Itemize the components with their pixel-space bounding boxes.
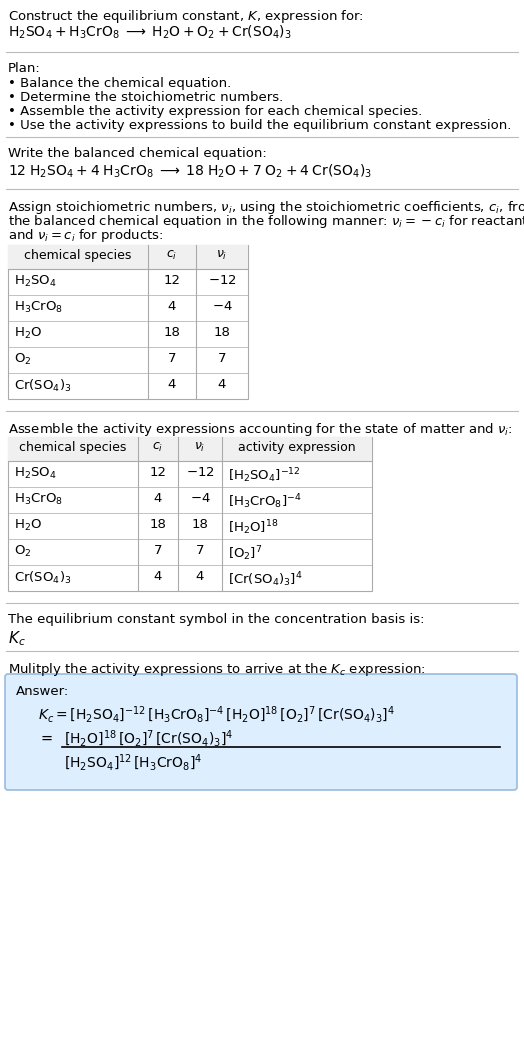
Text: $\nu_i$: $\nu_i$	[216, 249, 228, 262]
Text: The equilibrium constant symbol in the concentration basis is:: The equilibrium constant symbol in the c…	[8, 613, 424, 626]
Text: Mulitply the activity expressions to arrive at the $K_c$ expression:: Mulitply the activity expressions to arr…	[8, 661, 426, 678]
Text: $\mathrm{Cr(SO_4)_3}$: $\mathrm{Cr(SO_4)_3}$	[14, 571, 71, 586]
Text: Plan:: Plan:	[8, 62, 41, 75]
Text: • Balance the chemical equation.: • Balance the chemical equation.	[8, 77, 231, 90]
Text: $K_c = [\mathrm{H_2SO_4}]^{-12}\,[\mathrm{H_3CrO_8}]^{-4}\,[\mathrm{H_2O}]^{18}\: $K_c = [\mathrm{H_2SO_4}]^{-12}\,[\mathr…	[38, 705, 395, 725]
Text: $K_c$: $K_c$	[8, 629, 26, 648]
Text: $-12$: $-12$	[208, 274, 236, 287]
Text: Assemble the activity expressions accounting for the state of matter and $\nu_i$: Assemble the activity expressions accoun…	[8, 421, 512, 438]
Text: $\mathrm{H_2SO_4}$: $\mathrm{H_2SO_4}$	[14, 274, 57, 289]
Text: activity expression: activity expression	[238, 441, 356, 454]
Text: $-4$: $-4$	[190, 492, 210, 505]
Text: Construct the equilibrium constant, $K$, expression for:: Construct the equilibrium constant, $K$,…	[8, 8, 364, 25]
Text: $[\mathrm{H_2SO_4}]^{12}\,[\mathrm{H_3CrO_8}]^{4}$: $[\mathrm{H_2SO_4}]^{12}\,[\mathrm{H_3Cr…	[64, 753, 202, 774]
Text: • Use the activity expressions to build the equilibrium constant expression.: • Use the activity expressions to build …	[8, 119, 511, 132]
Text: 7: 7	[154, 544, 162, 557]
Text: $\mathrm{H_2SO_4}$: $\mathrm{H_2SO_4}$	[14, 466, 57, 481]
Text: and $\nu_i = c_i$ for products:: and $\nu_i = c_i$ for products:	[8, 227, 163, 244]
Text: 7: 7	[218, 351, 226, 365]
Text: $-12$: $-12$	[185, 466, 214, 479]
Bar	[8, 245, 248, 269]
Text: Write the balanced chemical equation:: Write the balanced chemical equation:	[8, 147, 267, 160]
Bar	[8, 437, 372, 461]
Text: 4: 4	[154, 492, 162, 505]
Text: $[\mathrm{Cr(SO_4)_3}]^{4}$: $[\mathrm{Cr(SO_4)_3}]^{4}$	[228, 571, 302, 588]
Text: 18: 18	[192, 518, 209, 531]
Text: 18: 18	[163, 326, 180, 339]
Text: 7: 7	[196, 544, 204, 557]
Text: $c_i$: $c_i$	[166, 249, 178, 262]
Text: $\mathrm{H_2SO_4 + H_3CrO_8 \;\longrightarrow\; H_2O + O_2 + Cr(SO_4)_3}$: $\mathrm{H_2SO_4 + H_3CrO_8 \;\longright…	[8, 24, 291, 42]
Text: $\mathrm{H_2O}$: $\mathrm{H_2O}$	[14, 518, 42, 533]
Text: 18: 18	[149, 518, 167, 531]
Text: 4: 4	[168, 300, 176, 313]
Text: $\mathrm{Cr(SO_4)_3}$: $\mathrm{Cr(SO_4)_3}$	[14, 378, 71, 394]
Text: $\mathrm{H_2O}$: $\mathrm{H_2O}$	[14, 326, 42, 341]
Text: $[\mathrm{O_2}]^{7}$: $[\mathrm{O_2}]^{7}$	[228, 544, 263, 563]
Text: $[\mathrm{H_2O}]^{18}\,[\mathrm{O_2}]^{7}\,[\mathrm{Cr(SO_4)_3}]^{4}$: $[\mathrm{H_2O}]^{18}\,[\mathrm{O_2}]^{7…	[64, 729, 233, 750]
Text: $[\mathrm{H_2SO_4}]^{-12}$: $[\mathrm{H_2SO_4}]^{-12}$	[228, 466, 301, 485]
Text: $\mathrm{H_3CrO_8}$: $\mathrm{H_3CrO_8}$	[14, 492, 63, 507]
Text: 4: 4	[218, 378, 226, 391]
Text: $[\mathrm{H_3CrO_8}]^{-4}$: $[\mathrm{H_3CrO_8}]^{-4}$	[228, 492, 301, 511]
Text: chemical species: chemical species	[19, 441, 127, 454]
Text: $\mathrm{H_3CrO_8}$: $\mathrm{H_3CrO_8}$	[14, 300, 63, 315]
Text: chemical species: chemical species	[24, 249, 132, 262]
Text: 4: 4	[196, 571, 204, 583]
Text: 4: 4	[154, 571, 162, 583]
Text: $\nu_i$: $\nu_i$	[194, 441, 206, 454]
Text: $\mathrm{12\; H_2SO_4 + 4\; H_3CrO_8 \;\longrightarrow\; 18\; H_2O + 7\; O_2 + 4: $\mathrm{12\; H_2SO_4 + 4\; H_3CrO_8 \;\…	[8, 163, 372, 180]
Bar	[8, 245, 248, 399]
Text: 18: 18	[214, 326, 231, 339]
Text: 4: 4	[168, 378, 176, 391]
Text: • Assemble the activity expression for each chemical species.: • Assemble the activity expression for e…	[8, 105, 422, 118]
Text: $\mathrm{O_2}$: $\mathrm{O_2}$	[14, 544, 31, 559]
Text: $-4$: $-4$	[212, 300, 232, 313]
Text: Assign stoichiometric numbers, $\nu_i$, using the stoichiometric coefficients, $: Assign stoichiometric numbers, $\nu_i$, …	[8, 199, 524, 216]
Text: • Determine the stoichiometric numbers.: • Determine the stoichiometric numbers.	[8, 91, 283, 104]
FancyBboxPatch shape	[5, 674, 517, 790]
Text: $\mathrm{O_2}$: $\mathrm{O_2}$	[14, 351, 31, 367]
Text: 12: 12	[149, 466, 167, 479]
Text: 12: 12	[163, 274, 180, 287]
Text: 7: 7	[168, 351, 176, 365]
Text: $[\mathrm{H_2O}]^{18}$: $[\mathrm{H_2O}]^{18}$	[228, 518, 278, 537]
Text: the balanced chemical equation in the following manner: $\nu_i = -c_i$ for react: the balanced chemical equation in the fo…	[8, 213, 524, 231]
Text: $=$: $=$	[38, 729, 53, 745]
Bar	[8, 437, 372, 591]
Text: $c_i$: $c_i$	[152, 441, 163, 454]
Text: Answer:: Answer:	[16, 685, 69, 698]
